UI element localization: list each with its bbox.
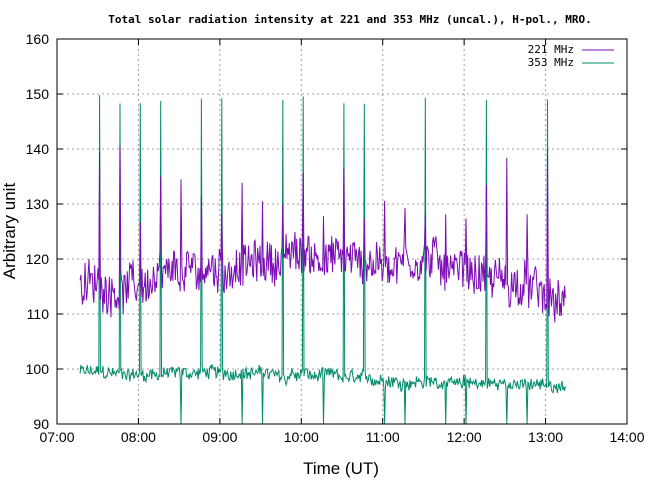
x-tick-label: 14:00 (609, 429, 644, 445)
y-tick-label: 140 (26, 141, 50, 157)
x-tick-label: 12:00 (447, 429, 482, 445)
ticks: 07:00 08:00 09:00 10:00 11:00 12:00 13:00 14:00… (26, 31, 645, 445)
x-tick-label: 10:00 (284, 429, 319, 445)
x-tick-label: 09:00 (202, 429, 237, 445)
y-tick-label: 100 (26, 361, 50, 377)
y-tick-label: 130 (26, 196, 50, 212)
series-layer (79, 94, 566, 425)
legend-label-221: 221 MHz (528, 43, 574, 56)
grid (57, 39, 627, 424)
chart-title: Total solar radiation intensity at 221 a… (108, 13, 591, 26)
y-tick-label: 150 (26, 86, 50, 102)
y-tick-label: 160 (26, 31, 50, 47)
series-line-221-mhz (79, 145, 566, 323)
plot-frame (56, 38, 628, 425)
legend: 221 MHz 353 MHz (528, 43, 614, 69)
legend-label-353: 353 MHz (528, 56, 574, 69)
x-tick-label: 11:00 (366, 429, 400, 445)
y-tick-label: 120 (26, 251, 50, 267)
y-axis-label: Arbitrary unit (0, 183, 19, 280)
x-tick-label: 08:00 (121, 429, 156, 445)
y-tick-label: 90 (33, 416, 49, 432)
x-tick-label: 13:00 (528, 429, 563, 445)
x-axis-label: Time (UT) (303, 459, 379, 478)
x-tick-label: 07:00 (39, 429, 74, 445)
y-tick-label: 110 (27, 306, 50, 322)
